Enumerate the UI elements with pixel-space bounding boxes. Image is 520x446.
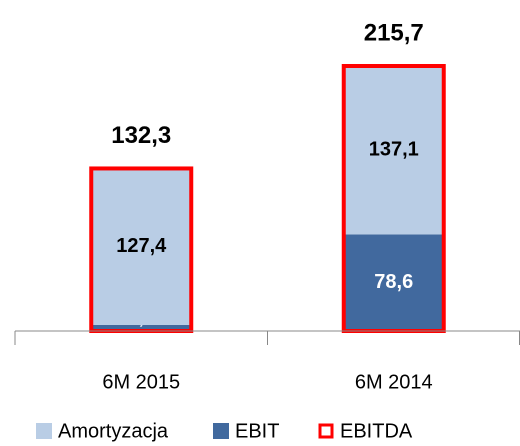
data-label: 78,6 — [374, 271, 413, 293]
legend-swatch — [213, 423, 229, 439]
bar-segment — [343, 66, 444, 235]
bar-segment — [91, 168, 192, 325]
data-label: 127,4 — [116, 235, 167, 257]
x-tick-label: 6M 2014 — [355, 371, 433, 393]
legend-swatch — [318, 423, 334, 439]
legend-swatch — [36, 423, 52, 439]
legend-label: EBIT — [235, 420, 279, 442]
bar-segment — [91, 324, 192, 331]
bar-segment — [343, 234, 444, 331]
data-label: 137,1 — [369, 138, 419, 160]
legend-label: EBITDA — [340, 420, 413, 442]
x-tick-label: 6M 2015 — [102, 371, 180, 393]
total-label: 132,3 — [111, 122, 171, 149]
legend-label: Amortyzacja — [58, 420, 169, 442]
total-label: 215,7 — [364, 19, 424, 46]
